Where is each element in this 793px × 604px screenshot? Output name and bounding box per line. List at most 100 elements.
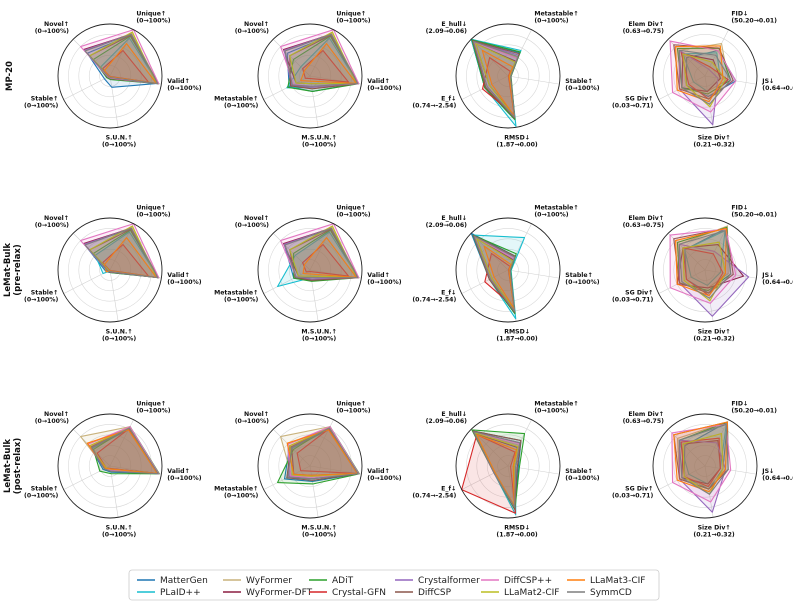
axis-label: SG Div↑ (625, 289, 653, 296)
axis-range: (0.21→0.32) (693, 335, 735, 342)
legend-item: SymmCD (567, 588, 632, 598)
axis-range: (0→100%) (102, 335, 136, 342)
axis-label: Valid↑ (167, 468, 189, 475)
radar-panel-r3-c2: Unique↑(0→100%)Valid↑(0→100%)M.S.U.N.↑(0… (214, 400, 402, 538)
grid-ring (663, 228, 747, 312)
axis-range: (1.87→0.00) (496, 335, 538, 342)
outer-ring (257, 217, 363, 323)
axis-range: (1.87→0.00) (496, 141, 538, 148)
axis-label: RMSD↓ (504, 524, 530, 531)
radar-panel-r3-c1: Unique↑(0→100%)Valid↑(0→100%)S.U.N.↑(0→1… (24, 400, 202, 538)
axis-range: (0→100%) (336, 17, 370, 24)
legend-frame (128, 569, 660, 601)
axis-range: (0→100%) (35, 28, 69, 35)
grid-ring (99, 259, 121, 281)
grid-spoke (273, 39, 311, 77)
grid-ring (288, 248, 332, 292)
radar-panels: Unique↑(0→100%)Valid↑(0→100%)S.U.N.↑(0→1… (24, 10, 793, 538)
axis-label: E_f↓ (441, 289, 456, 296)
legend-label: Crystalformer (418, 576, 480, 586)
legend-item: ADiT (309, 576, 354, 586)
series-crystal-gfn (680, 437, 721, 488)
legend-label: LLaMat3-CIF (590, 576, 645, 586)
axis-range: (0→100%) (136, 407, 170, 414)
row-title: (pre-relax) (13, 244, 23, 296)
axis-range: (0→100%) (136, 211, 170, 218)
outer-ring (57, 23, 163, 129)
axis-label: FID↓ (731, 400, 748, 407)
axis-range: (0.21→0.32) (693, 531, 735, 538)
axis-label: Valid↑ (367, 272, 389, 279)
outer-ring (57, 217, 163, 323)
axis-range: (0→100%) (534, 17, 568, 24)
axis-range: (0→100%) (336, 211, 370, 218)
series-symmcd (473, 431, 521, 508)
axis-label: Novel↑ (44, 215, 69, 222)
grid-ring (88, 444, 132, 488)
axis-label: S.U.N.↑ (106, 328, 133, 335)
outer-ring (455, 413, 561, 519)
outer-ring (455, 23, 561, 129)
axis-range: (0→100%) (167, 475, 201, 482)
series-symmcd (678, 423, 729, 495)
grid-ring (88, 54, 132, 98)
axis-range: (0.74→-2.54) (412, 296, 456, 303)
grid-ring (68, 34, 152, 118)
axis-range: (0.64→0.09) (762, 85, 793, 92)
series-crystal-gfn (302, 243, 350, 277)
grid-ring (486, 444, 530, 488)
axis-label: M.S.U.N.↑ (301, 328, 336, 335)
series-llamat2-cif (289, 31, 357, 85)
radar-panel-r2-c4: FID↓(50.20→0.01)JS↓(0.64→0.09)Size Div↑(… (612, 204, 793, 342)
legend-item: WyFormer-DFT (223, 588, 313, 598)
legend-label: Crystal-GFN (332, 588, 386, 598)
axis-range: (0→100%) (136, 17, 170, 24)
grid-ring (268, 228, 352, 312)
grid-ring (497, 65, 519, 87)
row-title: (post-relax) (13, 438, 23, 495)
axis-label: RMSD↓ (504, 328, 530, 335)
axis-range: (0.64→0.09) (762, 279, 793, 286)
series-llamat2-cif (682, 433, 724, 495)
outer-ring (652, 217, 758, 323)
axis-range: (0→100%) (102, 141, 136, 148)
axis-label: Novel↑ (44, 21, 69, 28)
grid-ring (268, 424, 352, 508)
series-symmcd (91, 427, 159, 475)
radar-panel-r1-c2: Unique↑(0→100%)Valid↑(0→100%)M.S.U.N.↑(0… (214, 10, 402, 148)
legend-item: DiffCSP++ (481, 576, 552, 586)
axis-label: Size Div↑ (698, 524, 731, 531)
grid-spoke (507, 465, 560, 475)
axis-label: Stable↑ (565, 468, 593, 475)
axis-label: Metastable↑ (214, 95, 258, 102)
axis-label: Novel↑ (44, 411, 69, 418)
axis-range: (0→100%) (534, 211, 568, 218)
legend-item: LLaMat3-CIF (567, 576, 645, 586)
grid-ring (694, 455, 716, 477)
axis-range: (0→100%) (534, 407, 568, 414)
series-llamat3-cif (673, 421, 728, 493)
grid-spoke (109, 465, 119, 518)
axis-range: (2.09→0.06) (426, 418, 468, 425)
axis-label: Elem Div↑ (628, 215, 664, 222)
series-crystalformer (678, 439, 727, 513)
axis-label: Novel↑ (244, 21, 269, 28)
axis-label: Unique↑ (336, 10, 366, 17)
series-symmcd (472, 40, 519, 118)
legend: MatterGen PLaID++ WyFormer WyFormer-DFT ADiT… (128, 569, 660, 601)
grid-ring (68, 228, 152, 312)
legend-label: SymmCD (590, 588, 632, 598)
outer-ring (257, 23, 363, 129)
series-symmcd (678, 49, 732, 105)
radar-panel-r1-c3: Metastable↑(0→100%)Stable↑(0→100%)RMSD↓(… (412, 10, 599, 148)
grid-ring (99, 455, 121, 477)
axis-label: SG Div↑ (625, 485, 653, 492)
grid-spoke (309, 75, 319, 128)
grid-spoke (309, 465, 319, 518)
axis-label: Metastable↑ (534, 204, 578, 211)
axis-label: Elem Div↑ (628, 411, 664, 418)
grid-spoke (507, 269, 560, 279)
axis-label: RMSD↓ (504, 134, 530, 141)
axis-label: M.S.U.N.↑ (301, 524, 336, 531)
